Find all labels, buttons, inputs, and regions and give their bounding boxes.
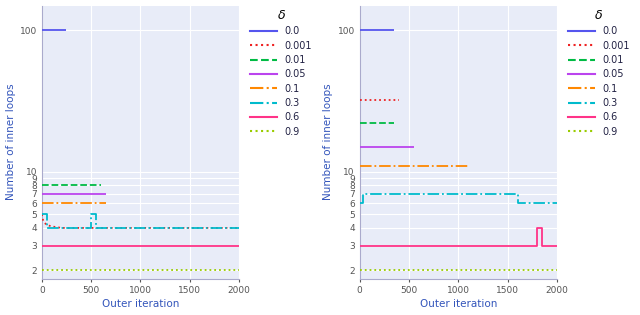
Y-axis label: Number of inner loops: Number of inner loops xyxy=(323,84,333,200)
X-axis label: Outer iteration: Outer iteration xyxy=(420,300,497,309)
Y-axis label: Number of inner loops: Number of inner loops xyxy=(6,84,15,200)
X-axis label: Outer iteration: Outer iteration xyxy=(102,300,179,309)
Legend: 0.0, 0.001, 0.01, 0.05, 0.1, 0.3, 0.6, 0.9: 0.0, 0.001, 0.01, 0.05, 0.1, 0.3, 0.6, 0… xyxy=(246,5,316,141)
Legend: 0.0, 0.001, 0.01, 0.05, 0.1, 0.3, 0.6, 0.9: 0.0, 0.001, 0.01, 0.05, 0.1, 0.3, 0.6, 0… xyxy=(564,5,634,141)
